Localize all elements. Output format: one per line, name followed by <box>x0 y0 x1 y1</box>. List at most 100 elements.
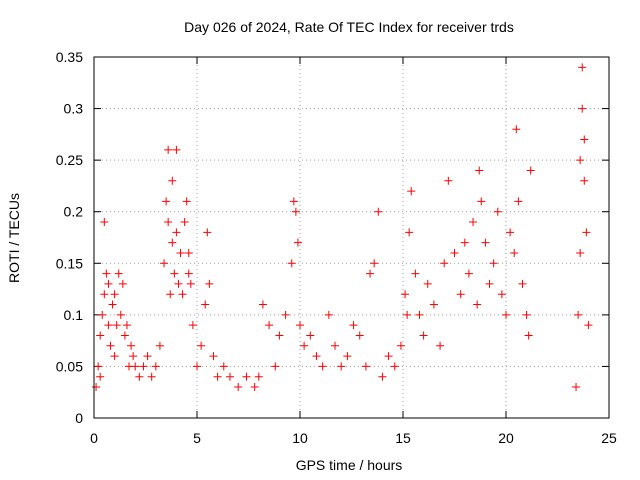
y-tick-label: 0.35 <box>56 49 83 65</box>
data-point <box>100 218 109 227</box>
data-point <box>287 259 296 268</box>
data-point <box>172 228 181 237</box>
data-point <box>205 279 214 288</box>
x-tick-label: 10 <box>292 430 308 446</box>
data-point <box>378 372 387 381</box>
data-point <box>92 383 101 392</box>
data-point <box>234 383 243 392</box>
data-point <box>419 331 428 340</box>
plot-frame <box>93 56 610 419</box>
data-point <box>129 352 138 361</box>
data-point <box>120 331 129 340</box>
data-point <box>355 331 364 340</box>
data-point <box>291 207 300 216</box>
x-tick-label: 0 <box>90 430 98 446</box>
data-point <box>390 362 399 371</box>
data-point <box>396 341 405 350</box>
data-point <box>497 290 506 299</box>
data-point <box>361 362 370 371</box>
data-point <box>139 362 148 371</box>
data-point <box>407 187 416 196</box>
data-point <box>524 331 533 340</box>
data-point <box>481 238 490 247</box>
data-point <box>415 310 424 319</box>
data-point <box>168 238 177 247</box>
data-point <box>160 259 169 268</box>
data-point <box>312 352 321 361</box>
data-point <box>423 279 432 288</box>
data-point <box>102 269 111 278</box>
x-tick-label: 25 <box>601 430 617 446</box>
y-tick-label: 0.05 <box>56 358 83 374</box>
data-point <box>582 228 591 237</box>
data-point <box>174 279 183 288</box>
data-point <box>349 321 358 330</box>
data-point <box>300 341 309 350</box>
data-point <box>184 248 193 257</box>
data-point <box>131 362 140 371</box>
x-tick-label: 15 <box>395 430 411 446</box>
data-point <box>258 300 267 309</box>
data-point <box>162 197 171 206</box>
data-point <box>429 300 438 309</box>
data-point <box>219 362 228 371</box>
data-point <box>254 372 263 381</box>
data-point <box>164 218 173 227</box>
data-point <box>201 300 210 309</box>
data-point <box>574 310 583 319</box>
data-point <box>477 197 486 206</box>
data-point <box>166 290 175 299</box>
y-tick-label: 0.25 <box>56 152 83 168</box>
data-point <box>275 331 284 340</box>
data-point <box>151 362 160 371</box>
data-point <box>147 372 156 381</box>
data-point <box>106 341 115 350</box>
data-points <box>92 63 593 392</box>
data-point <box>209 352 218 361</box>
data-point <box>578 63 587 72</box>
data-point <box>213 372 222 381</box>
data-point <box>576 156 585 165</box>
data-point <box>440 259 449 268</box>
data-point <box>197 341 206 350</box>
data-point <box>384 352 393 361</box>
data-point <box>514 197 523 206</box>
data-point <box>506 228 515 237</box>
data-point <box>164 145 173 154</box>
y-axis-label: ROTI / TECUs <box>6 193 22 283</box>
data-point <box>186 279 195 288</box>
data-point <box>450 248 459 257</box>
data-point <box>108 300 117 309</box>
data-point <box>155 341 164 350</box>
data-point <box>135 372 144 381</box>
data-point <box>475 166 484 175</box>
data-point <box>104 279 113 288</box>
data-point <box>112 321 121 330</box>
data-point <box>464 269 473 278</box>
grid-lines <box>94 57 609 418</box>
data-point <box>456 290 465 299</box>
data-point <box>110 352 119 361</box>
data-point <box>225 372 234 381</box>
data-point <box>405 228 414 237</box>
data-point <box>250 383 259 392</box>
data-point <box>127 341 136 350</box>
y-tick-label: 0.2 <box>64 204 84 220</box>
data-point <box>110 290 119 299</box>
data-point <box>522 310 531 319</box>
data-point <box>118 279 127 288</box>
data-point <box>401 290 410 299</box>
x-tick-label: 5 <box>193 430 201 446</box>
data-point <box>584 321 593 330</box>
data-point <box>271 362 280 371</box>
data-point <box>168 176 177 185</box>
data-point <box>572 383 581 392</box>
data-point <box>411 269 420 278</box>
data-point <box>578 104 587 113</box>
data-point <box>502 310 510 319</box>
data-point <box>188 321 197 330</box>
data-point <box>193 362 201 371</box>
data-point <box>116 310 125 319</box>
data-point <box>178 290 187 299</box>
data-point <box>576 248 585 257</box>
